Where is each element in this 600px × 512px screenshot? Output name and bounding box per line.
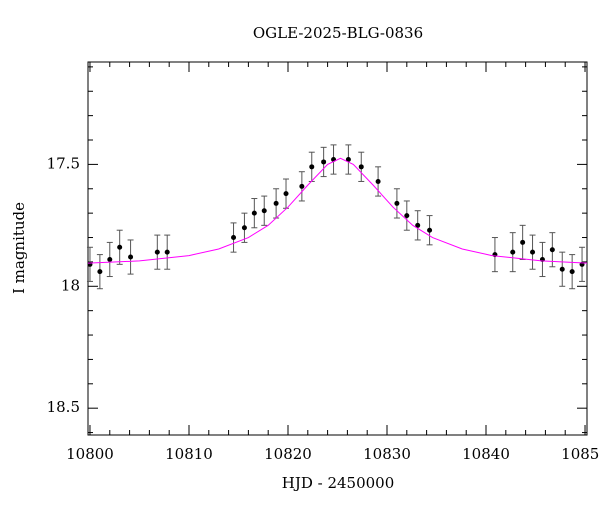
data-point [345,157,351,163]
data-point [321,159,327,165]
data-point [97,269,103,275]
data-point [283,191,289,197]
plot-frame [87,61,588,436]
data-point [154,249,160,255]
y-axis-label: I magnitude [10,202,28,294]
data-point [404,213,410,219]
data-point [231,235,237,241]
x-tick-label: 10810 [165,445,213,463]
data-point [559,266,565,272]
data-point [569,269,575,275]
data-point [164,249,170,255]
chart-title: OGLE-2025-BLG-0836 [253,24,423,42]
data-point [394,200,400,206]
x-tick-label: 10850 [561,445,600,463]
data-point [427,227,433,233]
data-point [251,210,257,216]
x-tick-label: 10820 [264,445,312,463]
data-point [309,164,315,170]
model-curve [87,157,588,264]
data-point [299,183,305,189]
x-tick-label: 10830 [363,445,411,463]
data-point [510,249,516,255]
data-point [241,225,247,231]
data-point [261,208,267,214]
data-point [415,222,421,228]
y-tick-label: 18 [61,276,80,294]
data-point [117,244,123,250]
y-tick-label: 17.5 [47,154,80,172]
data-point [520,239,526,245]
data-point [549,247,555,253]
y-tick-label: 18.5 [47,398,80,416]
data-point [530,249,536,255]
x-tick-label: 10840 [462,445,510,463]
data-point [128,254,134,260]
data-point [375,178,381,184]
x-tick-label: 10800 [66,445,114,463]
data-point [273,200,279,206]
data-point [358,164,364,170]
data-point [107,256,113,262]
x-axis-label: HJD - 2450000 [282,474,395,492]
